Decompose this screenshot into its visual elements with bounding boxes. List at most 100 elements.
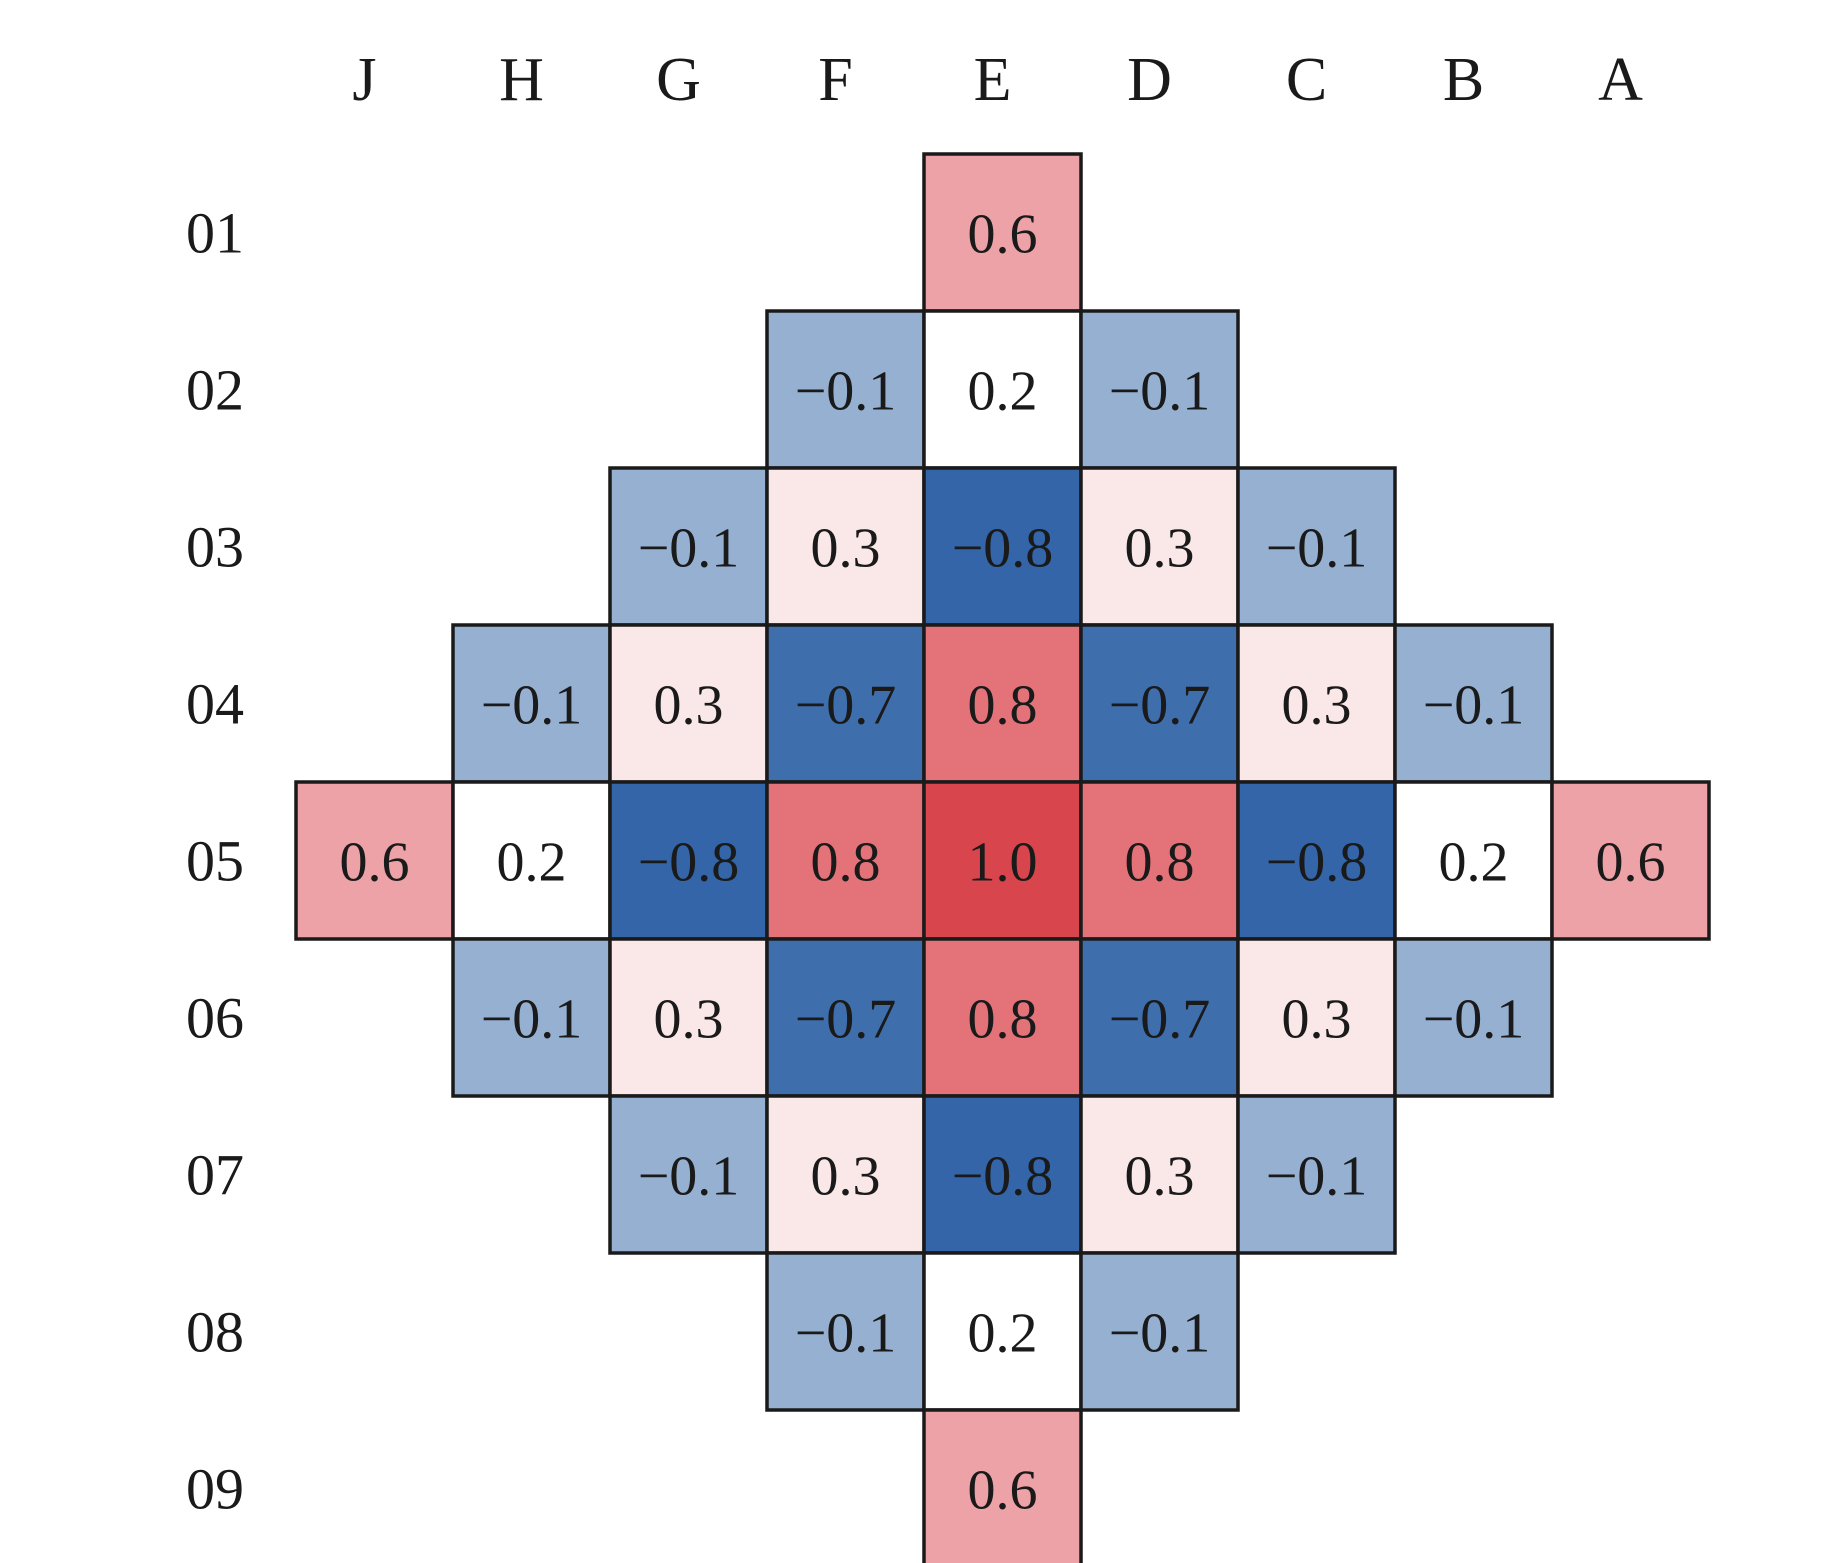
cell-value-label: −0.7 — [795, 675, 897, 737]
cell-value-label: 0.8 — [968, 989, 1038, 1051]
column-label-h: H — [499, 46, 544, 114]
cell-b04: −0.1 — [1393, 623, 1554, 784]
cell-fill — [1236, 780, 1397, 941]
cell-fill — [1236, 937, 1397, 1098]
row-label-08: 08 — [186, 1300, 244, 1365]
cell-value-label: −0.1 — [1266, 1146, 1368, 1208]
cell-fill — [1079, 466, 1240, 627]
cell-value-label: 0.8 — [968, 675, 1038, 737]
cell-fill — [1550, 780, 1711, 941]
column-label-a: A — [1598, 46, 1643, 114]
cell-d02: −0.1 — [1079, 309, 1240, 470]
cell-h06: −0.1 — [451, 937, 612, 1098]
row-label-04: 04 — [186, 672, 244, 737]
cell-e01: 0.6 — [922, 152, 1083, 313]
cell-value-label: −0.1 — [638, 1146, 740, 1208]
cell-f07: 0.3 — [765, 1094, 926, 1255]
column-label-g: G — [656, 46, 701, 114]
cell-value-label: 0.3 — [1282, 989, 1352, 1051]
cell-d03: 0.3 — [1079, 466, 1240, 627]
cell-c04: 0.3 — [1236, 623, 1397, 784]
cell-e05: 1.0 — [922, 780, 1083, 941]
cell-d04: −0.7 — [1079, 623, 1240, 784]
cell-value-label: 0.2 — [968, 1303, 1038, 1365]
cell-e06: 0.8 — [922, 937, 1083, 1098]
column-label-j: J — [352, 46, 376, 114]
cell-d08: −0.1 — [1079, 1251, 1240, 1412]
cell-f04: −0.7 — [765, 623, 926, 784]
cell-fill — [922, 152, 1083, 313]
cell-fill — [451, 623, 612, 784]
cell-value-label: 0.8 — [1125, 832, 1195, 894]
cell-c03: −0.1 — [1236, 466, 1397, 627]
cell-j05: 0.6 — [294, 780, 455, 941]
cell-value-label: −0.8 — [952, 1146, 1054, 1208]
heatmap-cells: 0.6 −0.1 0.2 −0.1 −0.1 0.3 −0.8 0.3 −0.1 −0.1 0.3 −… — [294, 152, 1711, 1563]
cell-value-label: 1.0 — [968, 832, 1038, 894]
cell-fill — [765, 309, 926, 470]
cell-e08: 0.2 — [922, 1251, 1083, 1412]
cell-value-label: 0.3 — [654, 675, 724, 737]
cell-e07: −0.8 — [922, 1094, 1083, 1255]
cell-value-label: 0.2 — [497, 832, 567, 894]
cell-value-label: 0.6 — [340, 832, 410, 894]
column-label-d: D — [1127, 46, 1172, 114]
cell-fill — [765, 466, 926, 627]
cell-a05: 0.6 — [1550, 780, 1711, 941]
cell-fill — [1079, 309, 1240, 470]
cell-value-label: −0.8 — [952, 518, 1054, 580]
row-label-06: 06 — [186, 986, 244, 1051]
cell-value-label: −0.7 — [1109, 675, 1211, 737]
cell-value-label: −0.1 — [1109, 1303, 1211, 1365]
cell-value-label: −0.1 — [795, 1303, 897, 1365]
cell-d05: 0.8 — [1079, 780, 1240, 941]
row-label-03: 03 — [186, 515, 244, 580]
cell-value-label: −0.1 — [481, 675, 583, 737]
cell-value-label: 0.6 — [968, 1460, 1038, 1522]
cell-value-label: −0.1 — [1109, 361, 1211, 423]
cell-value-label: 0.3 — [654, 989, 724, 1051]
cell-g04: 0.3 — [608, 623, 769, 784]
cell-f08: −0.1 — [765, 1251, 926, 1412]
cell-value-label: −0.8 — [1266, 832, 1368, 894]
cell-fill — [1079, 1251, 1240, 1412]
cell-value-label: 0.3 — [1282, 675, 1352, 737]
cell-value-label: 0.6 — [968, 204, 1038, 266]
cell-h05: 0.2 — [451, 780, 612, 941]
cell-fill — [1236, 1094, 1397, 1255]
cell-e03: −0.8 — [922, 466, 1083, 627]
cell-fill — [922, 1251, 1083, 1412]
cell-h04: −0.1 — [451, 623, 612, 784]
cell-fill — [922, 937, 1083, 1098]
cell-value-label: 0.8 — [811, 832, 881, 894]
row-label-07: 07 — [186, 1143, 244, 1208]
cell-value-label: −0.1 — [638, 518, 740, 580]
column-label-b: B — [1443, 46, 1484, 114]
cell-value-label: 0.3 — [811, 1146, 881, 1208]
cell-f06: −0.7 — [765, 937, 926, 1098]
cell-fill — [1079, 780, 1240, 941]
cell-fill — [922, 1408, 1083, 1563]
cell-value-label: −0.7 — [1109, 989, 1211, 1051]
row-label-05: 05 — [186, 829, 244, 894]
cell-fill — [765, 623, 926, 784]
cell-c07: −0.1 — [1236, 1094, 1397, 1255]
cell-c06: 0.3 — [1236, 937, 1397, 1098]
cell-fill — [1079, 1094, 1240, 1255]
column-label-c: C — [1286, 46, 1327, 114]
cell-value-label: 0.3 — [811, 518, 881, 580]
row-labels: 01 02 03 04 05 06 07 08 09 — [186, 201, 244, 1522]
cell-value-label: −0.7 — [795, 989, 897, 1051]
cell-f03: 0.3 — [765, 466, 926, 627]
cell-f05: 0.8 — [765, 780, 926, 941]
cell-e04: 0.8 — [922, 623, 1083, 784]
cell-b05: 0.2 — [1393, 780, 1554, 941]
cell-fill — [451, 780, 612, 941]
row-label-09: 09 — [186, 1457, 244, 1522]
row-label-02: 02 — [186, 358, 244, 423]
column-label-f: F — [818, 46, 852, 114]
cell-e09: 0.6 — [922, 1408, 1083, 1563]
cell-g05: −0.8 — [608, 780, 769, 941]
